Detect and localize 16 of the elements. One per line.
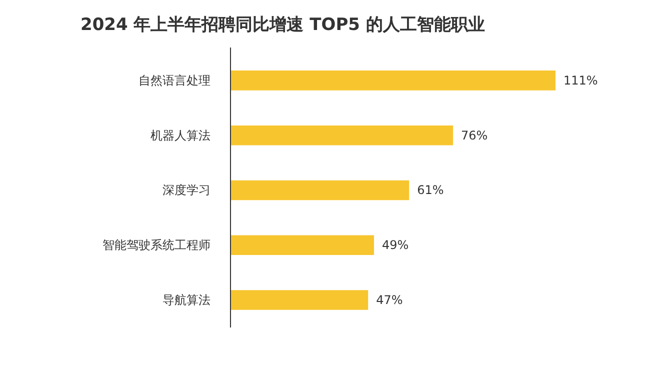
y-tick-label: 导航算法 <box>162 293 210 308</box>
y-tick-label: 深度学习 <box>162 183 210 198</box>
data-label: 47% <box>376 293 403 308</box>
y-tick-label: 自然语言处理 <box>138 73 210 88</box>
bar <box>230 70 556 90</box>
bar <box>230 290 368 310</box>
y-tick-label: 智能驾驶系统工程师 <box>102 238 210 252</box>
data-label: 61% <box>417 183 444 198</box>
y-tick-label: 机器人算法 <box>150 128 210 142</box>
data-label: 49% <box>382 238 409 252</box>
data-label: 76% <box>461 128 488 142</box>
bar <box>230 180 410 200</box>
data-label: 111% <box>564 73 598 88</box>
chart-title: 2024 年上半年招聘同比增速 TOP5 的人工智能职业 <box>80 15 485 35</box>
bar <box>230 235 374 256</box>
bar <box>230 125 454 146</box>
